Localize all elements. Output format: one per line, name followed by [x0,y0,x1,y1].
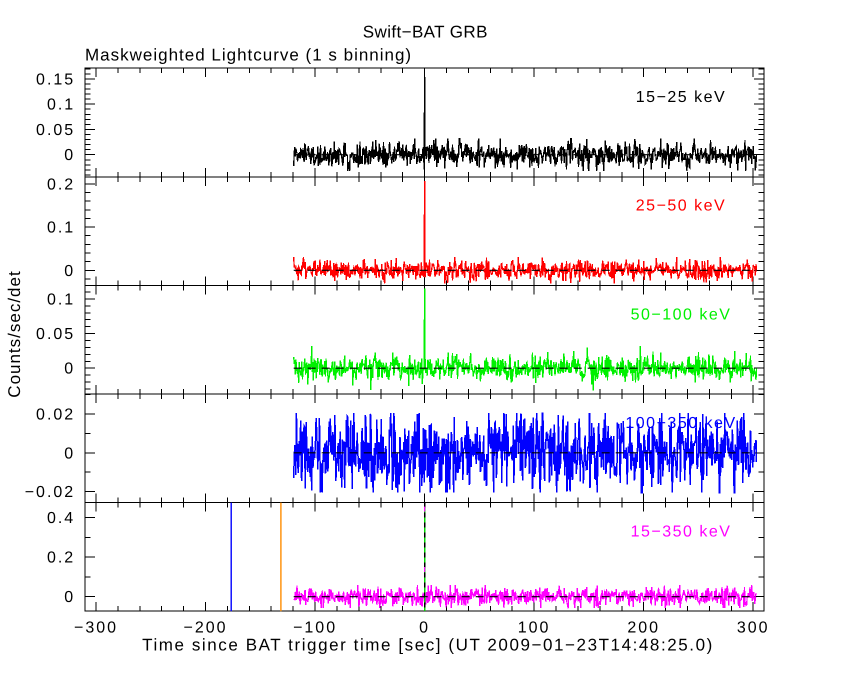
svg-text:0.05: 0.05 [36,326,75,343]
svg-text:Counts/sec/det: Counts/sec/det [5,270,24,397]
svg-text:0: 0 [419,620,430,637]
svg-text:200: 200 [627,620,660,637]
svg-text:15−350 keV: 15−350 keV [631,524,732,541]
svg-text:−200: −200 [183,620,227,637]
svg-text:50−100 keV: 50−100 keV [631,306,732,323]
svg-text:0: 0 [64,263,75,280]
svg-text:15−25 keV: 15−25 keV [636,89,726,106]
svg-text:0.1: 0.1 [47,97,75,114]
svg-text:−300: −300 [74,620,118,637]
svg-text:0.2: 0.2 [47,176,75,193]
svg-text:−0.02: −0.02 [25,484,75,501]
svg-text:0: 0 [64,445,75,462]
svg-text:Maskweighted Lightcurve (1 s b: Maskweighted Lightcurve (1 s binning) [85,46,412,65]
svg-text:100: 100 [518,620,551,637]
svg-text:0.1: 0.1 [47,291,75,308]
svg-text:Time since BAT trigger time [s: Time since BAT trigger time [sec] (UT 20… [142,636,714,655]
svg-text:0: 0 [64,361,75,378]
svg-text:25−50 keV: 25−50 keV [636,198,726,215]
svg-text:0.1: 0.1 [47,220,75,237]
svg-text:0.05: 0.05 [36,122,75,139]
svg-text:0.02: 0.02 [36,407,75,424]
svg-text:0.4: 0.4 [47,510,75,527]
svg-text:100−350 keV: 100−350 keV [625,415,736,432]
svg-text:0.15: 0.15 [36,71,75,88]
svg-text:Swift−BAT GRB: Swift−BAT GRB [363,23,488,42]
svg-text:0: 0 [64,147,75,164]
svg-text:0: 0 [64,589,75,606]
svg-text:−100: −100 [293,620,337,637]
svg-text:0.2: 0.2 [47,550,75,567]
svg-text:300: 300 [737,620,770,637]
